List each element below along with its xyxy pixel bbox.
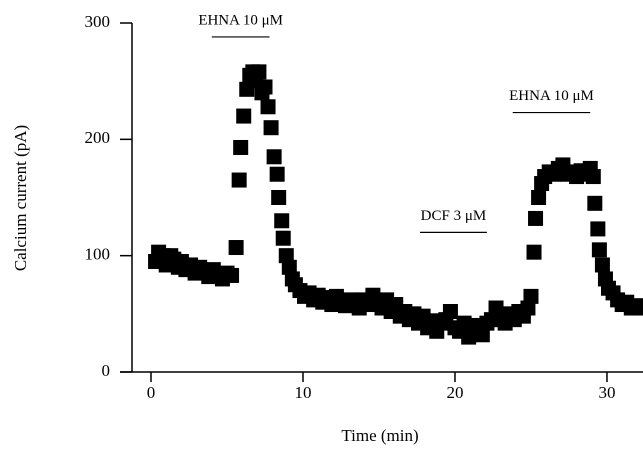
data-point	[260, 99, 276, 115]
data-point	[587, 195, 603, 211]
data-point	[271, 190, 287, 205]
x-tick-label: 10	[294, 383, 311, 402]
annotation: DCF 3 μM	[421, 208, 487, 224]
x-tick-label: 30	[598, 383, 615, 402]
x-tick-label: 0	[147, 383, 156, 402]
data-point	[236, 108, 252, 124]
data-point	[266, 149, 282, 165]
annotation: EHNA 10 μM	[509, 88, 594, 104]
data-point	[631, 300, 643, 316]
data-point	[594, 257, 610, 273]
data-point	[274, 213, 290, 229]
data-point	[585, 169, 601, 185]
y-tick-label: 100	[85, 245, 111, 264]
data-point	[531, 190, 547, 205]
data-point	[590, 221, 606, 237]
data-point	[474, 327, 490, 343]
data-point	[526, 244, 542, 260]
y-tick-label: 300	[85, 12, 111, 31]
x-axis-label: Time (min)	[341, 426, 418, 445]
data-point	[591, 242, 607, 258]
data-point	[528, 210, 544, 226]
data-point	[228, 240, 244, 256]
y-tick-label: 0	[102, 361, 111, 380]
annotation: EHNA 10 μM	[198, 12, 283, 28]
data-point	[231, 172, 247, 188]
data-point	[233, 139, 249, 155]
data-point	[224, 267, 240, 283]
data-point	[275, 230, 291, 246]
data-point	[278, 248, 294, 264]
data-point	[251, 64, 267, 80]
data-point	[257, 79, 273, 95]
data-point	[442, 304, 458, 320]
data-point	[520, 300, 536, 316]
data-point	[523, 288, 539, 304]
y-tick-label: 200	[85, 128, 111, 147]
data-point	[263, 120, 279, 136]
x-tick-label: 20	[446, 383, 463, 402]
data-point	[269, 166, 285, 182]
data-point	[281, 259, 297, 275]
y-axis-label: Calcium current (pA)	[11, 125, 30, 271]
